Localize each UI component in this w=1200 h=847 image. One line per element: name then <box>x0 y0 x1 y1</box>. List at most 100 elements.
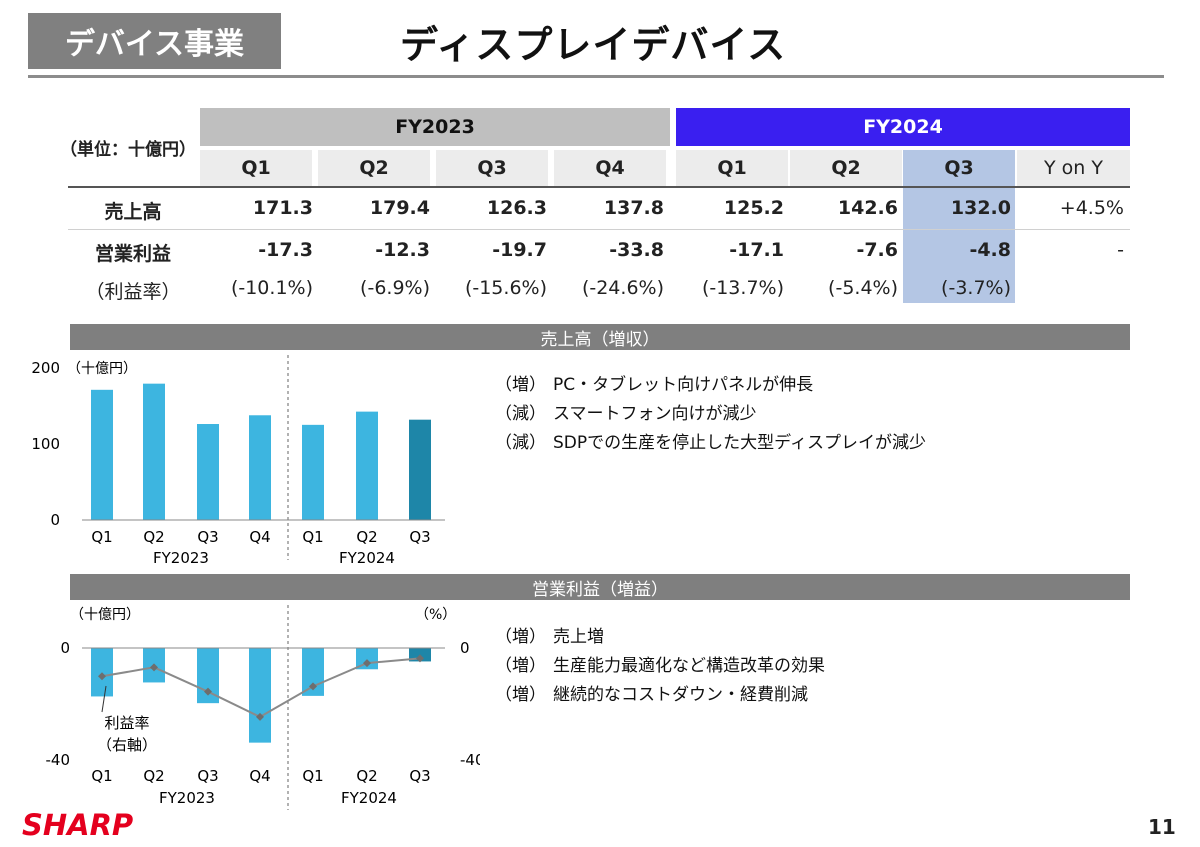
table-cell: -12.3 <box>375 239 430 261</box>
sales-bar <box>302 424 324 520</box>
table-cell: -4.8 <box>969 239 1011 261</box>
profit-section-band: 営業利益（増益） <box>70 574 1130 600</box>
x-tick-label: Q1 <box>302 767 323 785</box>
y-tick-label: 200 <box>31 359 60 377</box>
x-tick-label: Q2 <box>356 767 377 785</box>
y-tick-label: -40 <box>46 751 71 769</box>
y2-tick-label: -40 <box>460 751 480 769</box>
note-mark: （増） <box>495 656 546 676</box>
x-tick-label: Q2 <box>356 528 377 546</box>
table-cell: 132.0 <box>950 197 1011 219</box>
table-cell: 126.3 <box>486 197 547 219</box>
table-header-rule <box>68 186 1130 188</box>
table-cell: (-15.6%) <box>464 277 547 299</box>
annotation-label: 利益率 <box>104 714 149 732</box>
y2-axis-unit: （%） <box>415 607 456 623</box>
column-header-fy2024-q3: Q3 <box>903 150 1015 186</box>
table-cell: (-24.6%) <box>581 277 664 299</box>
note-text: スマートフォン向けが減少 <box>553 404 757 424</box>
note-mark: （増） <box>495 627 546 647</box>
column-header-fy2023-q2: Q2 <box>318 150 430 186</box>
sales-bar <box>409 419 431 520</box>
x-tick-label: Q1 <box>91 767 112 785</box>
group-label: FY2024 <box>341 789 397 807</box>
note-text: 売上増 <box>553 627 604 647</box>
row-label: 売上高 <box>104 201 162 223</box>
profit-bar <box>91 648 113 697</box>
margin-point <box>98 672 106 681</box>
table-cell: -17.1 <box>729 239 784 261</box>
margin-point <box>416 654 424 663</box>
table-cell: +4.5% <box>1059 197 1124 219</box>
table-cell: -7.6 <box>856 239 898 261</box>
margin-point <box>204 687 212 696</box>
sales-bar <box>143 383 165 520</box>
table-cell: (-13.7%) <box>701 277 784 299</box>
margin-point <box>256 712 264 721</box>
column-header-fy2023-q1: Q1 <box>200 150 312 186</box>
note-item: （減） SDPでの生産を停止した大型ディスプレイが減少 <box>495 428 926 453</box>
column-header-fy2024-q2: Q2 <box>790 150 902 186</box>
margin-point <box>309 682 317 691</box>
x-tick-label: Q2 <box>143 528 164 546</box>
table-cell: 179.4 <box>369 197 430 219</box>
annotation-leader <box>101 685 107 713</box>
sales-chart: 200 100 0 （十億円） Q1 Q2 Q3 Q4 Q1 Q2 Q3 FY2023 FY2024 <box>31 355 445 567</box>
x-tick-label: Q2 <box>143 767 164 785</box>
table-cell: -19.7 <box>492 239 547 261</box>
note-text: 生産能力最適化など構造改革の効果 <box>553 656 825 676</box>
x-tick-label: Q1 <box>91 528 112 546</box>
sharp-logo: SHARP <box>22 808 133 840</box>
table-cell: 137.8 <box>603 197 664 219</box>
table-cell: 125.2 <box>723 197 784 219</box>
y-tick-label: 0 <box>50 511 60 529</box>
table-cell: (-10.1%) <box>230 277 313 299</box>
table-cell: -17.3 <box>258 239 313 261</box>
profit-bar <box>249 648 271 743</box>
note-mark: （減） <box>495 433 546 453</box>
x-tick-label: Q3 <box>197 528 218 546</box>
x-tick-label: Q3 <box>197 767 218 785</box>
row-label: 営業利益 <box>94 243 171 265</box>
segment-label: デバイス事業 <box>28 13 281 69</box>
sales-bar <box>91 389 113 520</box>
note-item: （増） PC・タブレット向けパネルが伸長 <box>495 370 813 395</box>
profit-bar <box>356 648 378 670</box>
page-title: ディスプレイデバイス <box>400 23 787 67</box>
note-text: PC・タブレット向けパネルが伸長 <box>553 375 814 395</box>
note-item: （増） 売上増 <box>495 622 604 647</box>
y-tick-label: 0 <box>60 639 70 657</box>
note-item: （増） 継続的なコストダウン・経費削減 <box>495 680 808 705</box>
note-mark: （減） <box>495 404 546 424</box>
svg-text:SHARP: SHARP <box>22 808 133 840</box>
column-header-fy2024-q1: Q1 <box>676 150 788 186</box>
table-cell: (-5.4%) <box>828 277 898 299</box>
x-tick-label: Q4 <box>249 528 270 546</box>
page-number: 11 <box>1148 815 1176 839</box>
column-header-y-on-y: Y on Y <box>1017 150 1130 186</box>
note-text: SDPでの生産を停止した大型ディスプレイが減少 <box>553 433 926 453</box>
note-item: （増） 生産能力最適化など構造改革の効果 <box>495 651 825 676</box>
row-label: （利益率） <box>85 281 181 303</box>
table-cell: - <box>1117 239 1124 261</box>
group-label: FY2024 <box>339 549 395 567</box>
fy2024-header: FY2024 <box>676 108 1130 146</box>
table-unit-label: （単位：十億円） <box>60 140 196 160</box>
x-tick-label: Q3 <box>409 767 430 785</box>
note-text: 継続的なコストダウン・経費削減 <box>553 685 808 705</box>
sales-bar <box>249 415 271 520</box>
group-label: FY2023 <box>159 789 215 807</box>
table-row-rule <box>68 229 1130 230</box>
group-label: FY2023 <box>153 549 209 567</box>
note-mark: （増） <box>495 685 546 705</box>
column-header-fy2023-q4: Q4 <box>554 150 666 186</box>
fy2023-header: FY2023 <box>200 108 670 146</box>
table-cell: (-6.9%) <box>360 277 430 299</box>
column-header-fy2023-q3: Q3 <box>436 150 548 186</box>
x-tick-label: Q4 <box>249 767 270 785</box>
y-axis-unit: （十億円） <box>70 607 140 623</box>
table-cell: 171.3 <box>252 197 313 219</box>
y-axis-unit: （十億円） <box>67 361 137 377</box>
title-divider <box>28 75 1164 78</box>
